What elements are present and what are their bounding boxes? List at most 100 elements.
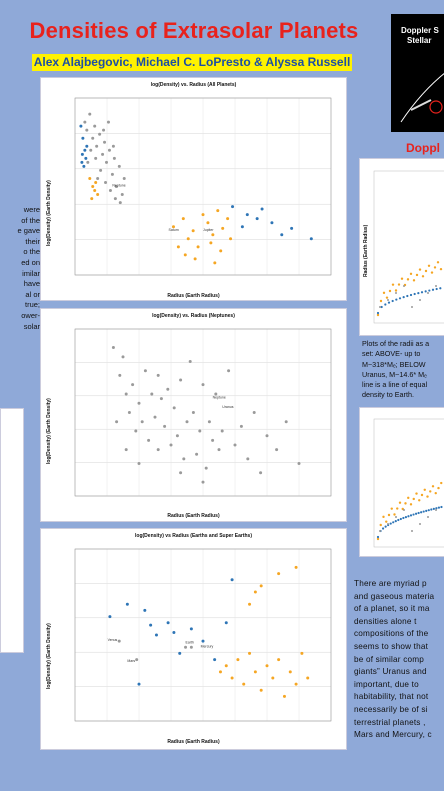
data-point	[143, 369, 147, 373]
text-line: their	[25, 236, 40, 246]
data-point	[387, 513, 391, 517]
data-point	[424, 290, 427, 293]
data-point	[417, 511, 420, 515]
data-point	[185, 420, 189, 424]
data-point	[388, 289, 392, 293]
data-point	[423, 488, 426, 491]
data-point	[412, 513, 415, 516]
text-line: have	[23, 279, 40, 289]
data-point	[245, 213, 249, 217]
data-point	[108, 189, 112, 193]
data-point	[440, 481, 443, 485]
data-point	[427, 516, 429, 518]
data-point	[387, 523, 389, 525]
data-point	[120, 193, 124, 197]
body-line: and gaseous materia	[354, 591, 435, 601]
data-point	[415, 492, 418, 495]
data-point	[124, 448, 128, 452]
data-point	[216, 209, 220, 213]
data-point	[290, 226, 294, 230]
data-point	[385, 296, 389, 299]
data-point	[193, 257, 197, 261]
data-point	[220, 429, 224, 433]
data-point	[171, 225, 175, 229]
data-point	[379, 306, 381, 308]
annotation-label: Jupiter	[203, 228, 214, 232]
data-point	[178, 651, 182, 655]
data-point	[248, 651, 252, 655]
data-point	[376, 535, 380, 539]
data-point	[432, 507, 435, 510]
data-point	[214, 392, 218, 396]
data-point	[420, 291, 424, 294]
plot-frame	[74, 328, 332, 497]
data-point	[169, 443, 173, 447]
data-point	[440, 505, 443, 509]
data-point	[137, 401, 141, 405]
annotation-label: Neptune	[112, 184, 125, 188]
data-point	[230, 676, 234, 680]
data-point	[253, 590, 257, 594]
data-point	[259, 584, 263, 588]
x-axis-label: Radius (Earth Radius)	[167, 513, 220, 519]
data-point	[125, 602, 129, 606]
data-point	[435, 287, 438, 291]
data-point	[376, 311, 380, 315]
data-point	[182, 457, 186, 461]
doppler-caption: Doppl	[406, 141, 440, 155]
data-point	[399, 517, 402, 521]
body-line: be of similar comp	[354, 654, 425, 664]
left-panel-fragment	[0, 408, 24, 653]
data-point	[246, 457, 250, 461]
data-point	[419, 299, 421, 301]
body-line: Mars and Mercury, c	[354, 730, 432, 740]
data-point	[111, 346, 115, 350]
data-point	[414, 512, 418, 515]
data-point	[79, 124, 83, 128]
data-point	[94, 180, 98, 184]
data-point	[99, 168, 103, 172]
body-line: of a planet, so it ma	[354, 604, 430, 614]
data-point	[88, 176, 92, 180]
data-point	[379, 530, 381, 532]
data-point	[390, 507, 393, 510]
data-point	[105, 160, 109, 164]
data-point	[255, 217, 259, 221]
text-line: ower-	[21, 310, 40, 320]
data-point	[93, 124, 97, 128]
data-point	[418, 268, 422, 271]
text-line: solar	[23, 321, 40, 331]
data-point	[117, 639, 121, 643]
data-point	[409, 272, 413, 276]
data-point	[381, 527, 385, 530]
data-point	[407, 496, 410, 500]
data-point	[395, 516, 397, 518]
poster-authors: Alex Alajbegovic, Michael C. LoPresto & …	[32, 54, 352, 71]
data-point	[140, 420, 144, 424]
body-line: There are myriad p	[354, 579, 427, 588]
data-point	[221, 226, 225, 230]
data-point	[90, 197, 94, 201]
data-point	[294, 682, 298, 686]
body-line: seems to show that	[354, 641, 429, 651]
plot-frame	[373, 418, 444, 548]
data-point	[213, 658, 217, 662]
data-point	[415, 273, 419, 277]
data-point	[382, 515, 385, 519]
data-point	[418, 499, 421, 502]
data-point	[300, 651, 304, 655]
data-point	[147, 438, 151, 442]
data-point	[392, 521, 395, 524]
data-point	[435, 285, 437, 287]
body-line: important, due to	[354, 679, 419, 689]
data-point	[83, 148, 87, 152]
data-point	[294, 565, 298, 569]
data-point	[277, 658, 281, 662]
data-point	[184, 645, 188, 649]
data-point	[248, 602, 252, 606]
data-point	[213, 261, 217, 265]
data-point	[112, 156, 116, 160]
text-line: of the	[21, 215, 40, 225]
data-point	[437, 486, 440, 490]
data-point	[86, 160, 90, 164]
